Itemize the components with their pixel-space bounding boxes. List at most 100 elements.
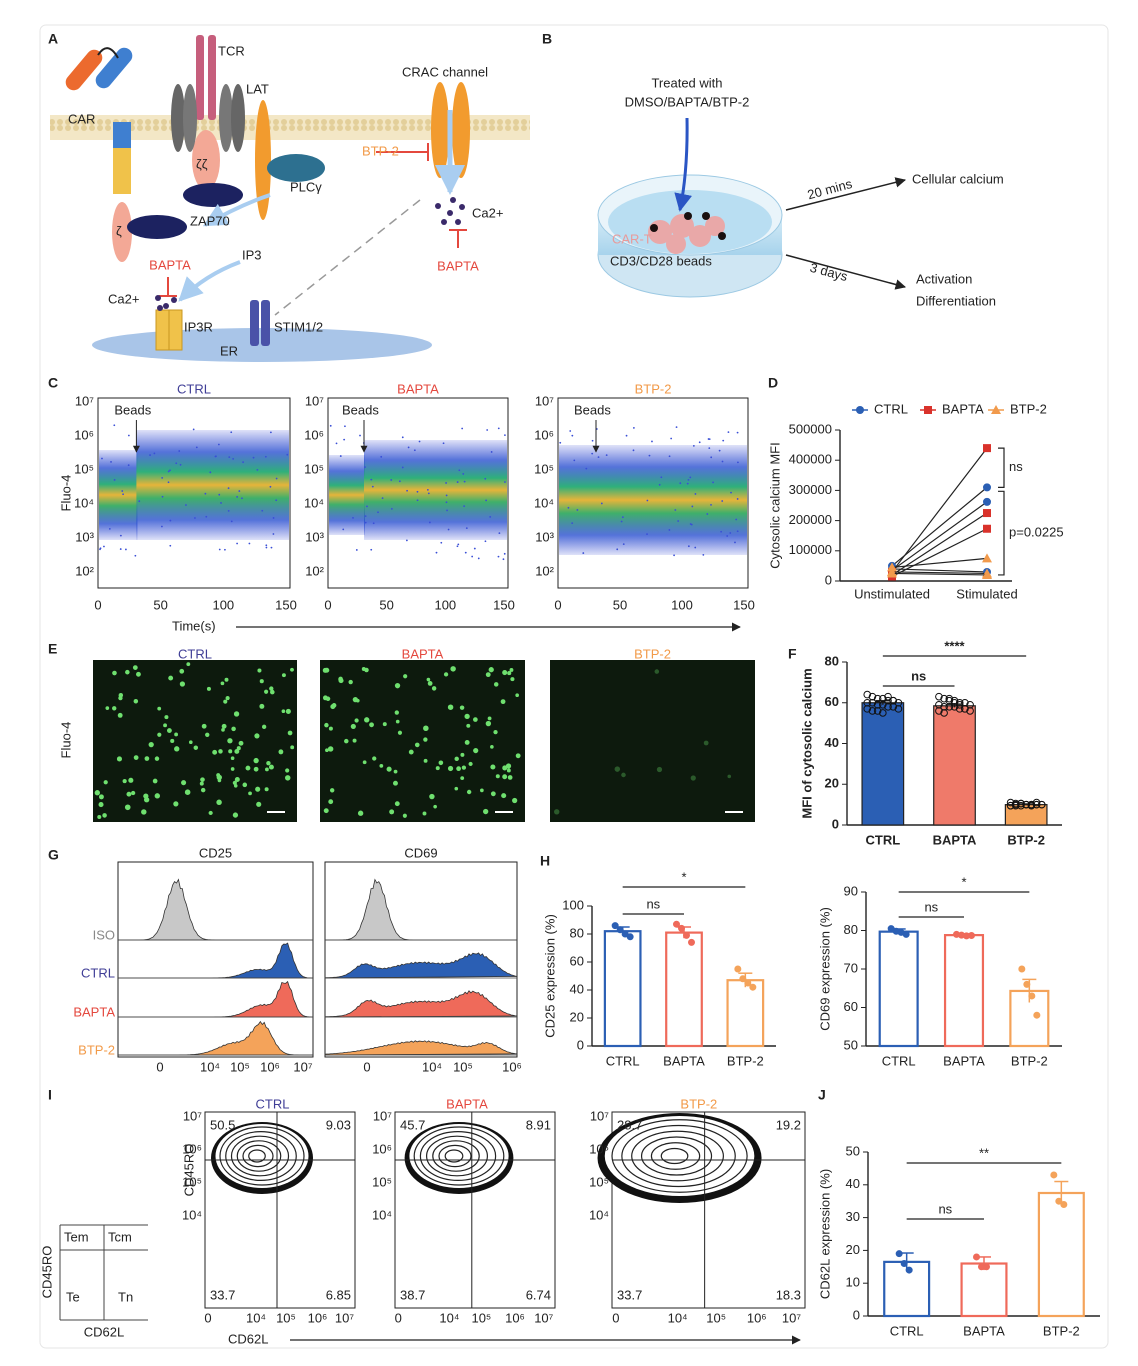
x-tick-label: 10⁴ [422, 1059, 442, 1074]
contour [660, 1147, 689, 1165]
event-dot [227, 509, 230, 512]
cell [502, 669, 508, 676]
cell [256, 801, 262, 807]
cell [443, 672, 449, 677]
x-tick-label: 0 [612, 1310, 619, 1325]
cell [238, 740, 244, 746]
data-point [1022, 800, 1030, 809]
cell [468, 761, 473, 767]
event-dot [503, 552, 506, 555]
event-dot [504, 434, 506, 437]
cell [285, 775, 291, 781]
event-dot [573, 459, 576, 462]
event-dot [677, 520, 680, 522]
cell [423, 725, 429, 732]
event-dot [736, 530, 739, 533]
diagram-label: Cellular calcium [912, 171, 1004, 186]
cell [490, 791, 496, 797]
data-point [879, 700, 887, 709]
event-dot [445, 501, 448, 504]
event-dot [121, 490, 124, 492]
event-dot [440, 541, 443, 544]
event-dot [721, 500, 724, 502]
cell [184, 789, 191, 795]
data-point [1011, 800, 1020, 809]
y-tick-label: 0 [825, 572, 832, 587]
data-point [1028, 992, 1036, 1000]
cell [459, 705, 465, 710]
event-dot [706, 513, 709, 515]
cell [231, 726, 236, 732]
diagram-label: ER [220, 343, 238, 358]
event-dot [204, 492, 207, 495]
event-dot [352, 516, 354, 519]
paired-line [891, 528, 988, 578]
density [559, 445, 747, 555]
x-tick-label: BTP-2 [727, 1053, 764, 1068]
cell [179, 681, 186, 687]
cell [447, 704, 454, 710]
x-tick-label: 150 [275, 597, 297, 612]
event-dot [692, 444, 695, 447]
event-dot [463, 505, 466, 508]
event-dot [445, 482, 447, 484]
significance-label: **** [944, 638, 965, 653]
event-dot [484, 540, 487, 543]
diagram-label: CAR [68, 111, 95, 126]
density [99, 450, 138, 540]
event-dot [600, 502, 603, 505]
legend-label: BAPTA [942, 401, 984, 416]
cell [133, 699, 139, 704]
x-tick-label: 10⁶ [502, 1059, 522, 1074]
event-dot [238, 490, 241, 492]
cell [408, 749, 414, 755]
event-dot [149, 454, 151, 456]
event-dot [710, 503, 712, 506]
diagram-label: Differentiation [916, 293, 996, 308]
contour [248, 1149, 266, 1163]
significance-label: * [961, 874, 966, 889]
cell [179, 668, 185, 674]
event-dot [471, 555, 474, 558]
event-dot [721, 460, 724, 463]
image-title: CTRL [178, 646, 212, 661]
event-dot [232, 458, 235, 460]
event-dot [269, 485, 272, 488]
event-dot [464, 551, 467, 554]
cell [350, 723, 356, 730]
y-tick-label: 400000 [789, 452, 832, 467]
cell [133, 755, 139, 760]
cell [493, 729, 498, 735]
data-point [1033, 1011, 1041, 1019]
cell [703, 740, 709, 746]
plot-title: BTP-2 [635, 381, 672, 396]
cell [242, 782, 248, 788]
cell [220, 681, 225, 686]
cell [173, 801, 179, 807]
axis-label: CD45RO [181, 1144, 196, 1197]
density-cloud [329, 424, 507, 561]
cell [230, 767, 235, 771]
data-point [887, 562, 897, 572]
cell [466, 723, 471, 728]
cell [325, 748, 329, 753]
paired-line [891, 568, 988, 573]
event-dot [416, 499, 419, 502]
data-point [1023, 980, 1031, 988]
cell [727, 774, 732, 779]
cell [393, 780, 398, 786]
data-point [749, 983, 757, 991]
data-point [950, 703, 959, 711]
x-tick-label: BTP-2 [1007, 832, 1045, 847]
y-tick-label: 10⁴ [182, 1207, 202, 1222]
event-dot [735, 518, 738, 521]
cell [348, 679, 353, 685]
event-dot [275, 499, 278, 502]
cell [188, 740, 193, 745]
histogram [324, 1040, 518, 1056]
cell [224, 677, 229, 682]
event-dot [413, 449, 416, 452]
cell [352, 696, 358, 703]
cell [166, 728, 172, 733]
cell [98, 802, 104, 808]
